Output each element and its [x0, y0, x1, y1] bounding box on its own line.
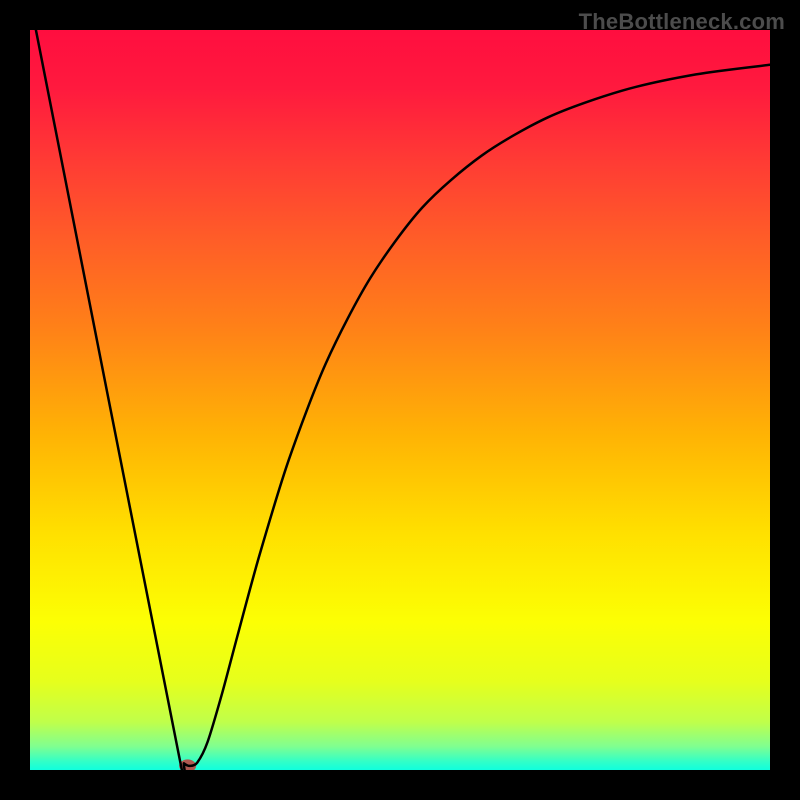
- plot-area: [30, 30, 770, 770]
- chart-stage: TheBottleneck.com: [0, 0, 800, 800]
- gradient-background: [30, 30, 770, 770]
